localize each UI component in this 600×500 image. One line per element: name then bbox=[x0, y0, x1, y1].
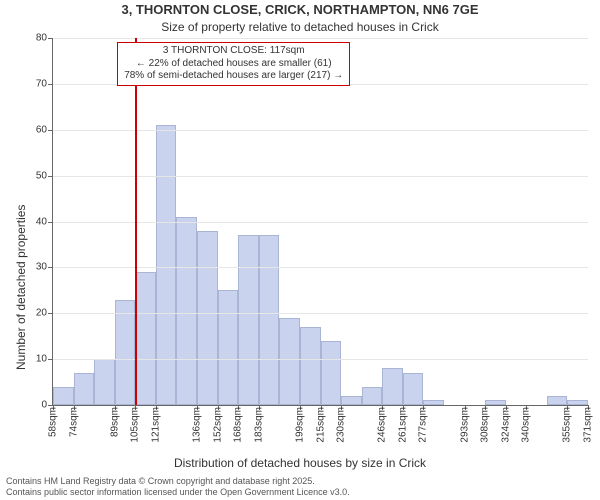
histogram-bar bbox=[74, 373, 95, 405]
histogram-bar bbox=[53, 387, 74, 405]
gridline-y bbox=[53, 222, 588, 223]
ytick-label: 20 bbox=[36, 308, 53, 319]
ytick-label: 0 bbox=[41, 400, 53, 411]
y-axis-label: Number of detached properties bbox=[14, 205, 28, 370]
reference-vline bbox=[135, 38, 137, 405]
ytick-label: 80 bbox=[36, 33, 53, 44]
xtick-label: 293sqm bbox=[459, 407, 470, 443]
xtick-label: 89sqm bbox=[109, 407, 120, 437]
chart-container: 3, THORNTON CLOSE, CRICK, NORTHAMPTON, N… bbox=[0, 0, 600, 500]
xtick-label: 308sqm bbox=[480, 407, 491, 443]
annotation-box: 3 THORNTON CLOSE: 117sqm← 22% of detache… bbox=[117, 42, 350, 86]
chart-title-line1: 3, THORNTON CLOSE, CRICK, NORTHAMPTON, N… bbox=[0, 2, 600, 17]
ytick-label: 40 bbox=[36, 216, 53, 227]
gridline-y bbox=[53, 267, 588, 268]
xtick-label: 168sqm bbox=[233, 407, 244, 443]
annotation-line-3: 78% of semi-detached houses are larger (… bbox=[124, 70, 343, 83]
histogram-bar bbox=[197, 231, 218, 405]
xtick-label: 371sqm bbox=[583, 407, 594, 443]
ytick-label: 70 bbox=[36, 78, 53, 89]
x-ticks-group: 58sqm74sqm89sqm105sqm121sqm136sqm152sqm1… bbox=[53, 405, 588, 445]
xtick-label: 261sqm bbox=[397, 407, 408, 443]
xtick-label: 136sqm bbox=[192, 407, 203, 443]
xtick-label: 152sqm bbox=[212, 407, 223, 443]
histogram-bar bbox=[300, 327, 321, 405]
histogram-bar bbox=[382, 368, 403, 405]
xtick-label: 230sqm bbox=[336, 407, 347, 443]
histogram-bar bbox=[321, 341, 342, 405]
histogram-bar bbox=[259, 235, 280, 405]
histogram-bar bbox=[341, 396, 362, 405]
ytick-label: 60 bbox=[36, 124, 53, 135]
attribution-footer: Contains HM Land Registry data © Crown c… bbox=[0, 474, 600, 500]
histogram-bar bbox=[279, 318, 300, 405]
histogram-bar bbox=[135, 272, 156, 405]
xtick-label: 58sqm bbox=[48, 407, 59, 437]
gridline-y bbox=[53, 359, 588, 360]
xtick-label: 121sqm bbox=[150, 407, 161, 443]
xtick-label: 340sqm bbox=[521, 407, 532, 443]
ytick-label: 10 bbox=[36, 354, 53, 365]
histogram-bar bbox=[115, 300, 136, 406]
histogram-bar bbox=[218, 290, 239, 405]
xtick-label: 277sqm bbox=[418, 407, 429, 443]
gridline-y bbox=[53, 130, 588, 131]
histogram-bar bbox=[403, 373, 424, 405]
gridline-y bbox=[53, 38, 588, 39]
gridline-y bbox=[53, 313, 588, 314]
xtick-label: 246sqm bbox=[377, 407, 388, 443]
x-axis-label: Distribution of detached houses by size … bbox=[0, 456, 600, 470]
xtick-label: 199sqm bbox=[294, 407, 305, 443]
ytick-label: 50 bbox=[36, 170, 53, 181]
annotation-line-2: ← 22% of detached houses are smaller (61… bbox=[124, 58, 343, 71]
xtick-label: 324sqm bbox=[500, 407, 511, 443]
histogram-bar bbox=[547, 396, 568, 405]
ytick-label: 30 bbox=[36, 262, 53, 273]
footer-line1: Contains HM Land Registry data © Crown c… bbox=[6, 476, 594, 487]
histogram-bar bbox=[94, 359, 115, 405]
gridline-y bbox=[53, 176, 588, 177]
xtick-label: 74sqm bbox=[68, 407, 79, 437]
chart-title-line2: Size of property relative to detached ho… bbox=[0, 20, 600, 34]
xtick-label: 183sqm bbox=[253, 407, 264, 443]
footer-line2: Contains public sector information licen… bbox=[6, 487, 594, 498]
plot-area: 58sqm74sqm89sqm105sqm121sqm136sqm152sqm1… bbox=[52, 38, 588, 406]
annotation-line-1: 3 THORNTON CLOSE: 117sqm bbox=[124, 45, 343, 58]
xtick-label: 355sqm bbox=[562, 407, 573, 443]
histogram-bar bbox=[156, 125, 177, 405]
histogram-bar bbox=[238, 235, 259, 405]
xtick-label: 105sqm bbox=[130, 407, 141, 443]
xtick-label: 215sqm bbox=[315, 407, 326, 443]
histogram-bar bbox=[362, 387, 383, 405]
histogram-bar bbox=[176, 217, 197, 405]
